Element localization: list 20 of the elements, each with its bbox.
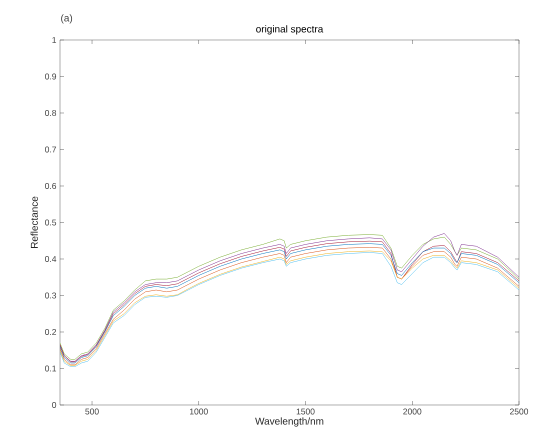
x-tick-label: 1000: [190, 408, 208, 415]
y-tick-label: 0.7: [45, 146, 56, 152]
y-tick-label: 0.9: [45, 74, 56, 80]
x-tick-label: 1500: [296, 408, 315, 415]
chart-title: original spectra: [256, 25, 324, 34]
y-tick-label: 0.6: [45, 183, 56, 189]
y-tick-label: 0.8: [45, 110, 56, 116]
y-tick-label: 0.2: [45, 329, 56, 335]
y-tick-label: 0.1: [45, 366, 56, 372]
x-tick-label: 2000: [403, 408, 422, 415]
y-tick-label: 0.4: [45, 256, 56, 262]
y-tick-label: 0.3: [45, 292, 56, 298]
x-tick-label: 500: [85, 408, 99, 415]
x-tick-label: 2500: [510, 408, 528, 415]
text: (a): [61, 14, 72, 24]
y-axis-title: Reflectance: [30, 196, 38, 248]
y-tick-label: 0: [52, 402, 56, 408]
y-tick-label: 1: [52, 37, 56, 43]
x-axis-title: Wavelength/nm: [255, 417, 324, 427]
y-tick-label: 0.5: [45, 220, 56, 226]
